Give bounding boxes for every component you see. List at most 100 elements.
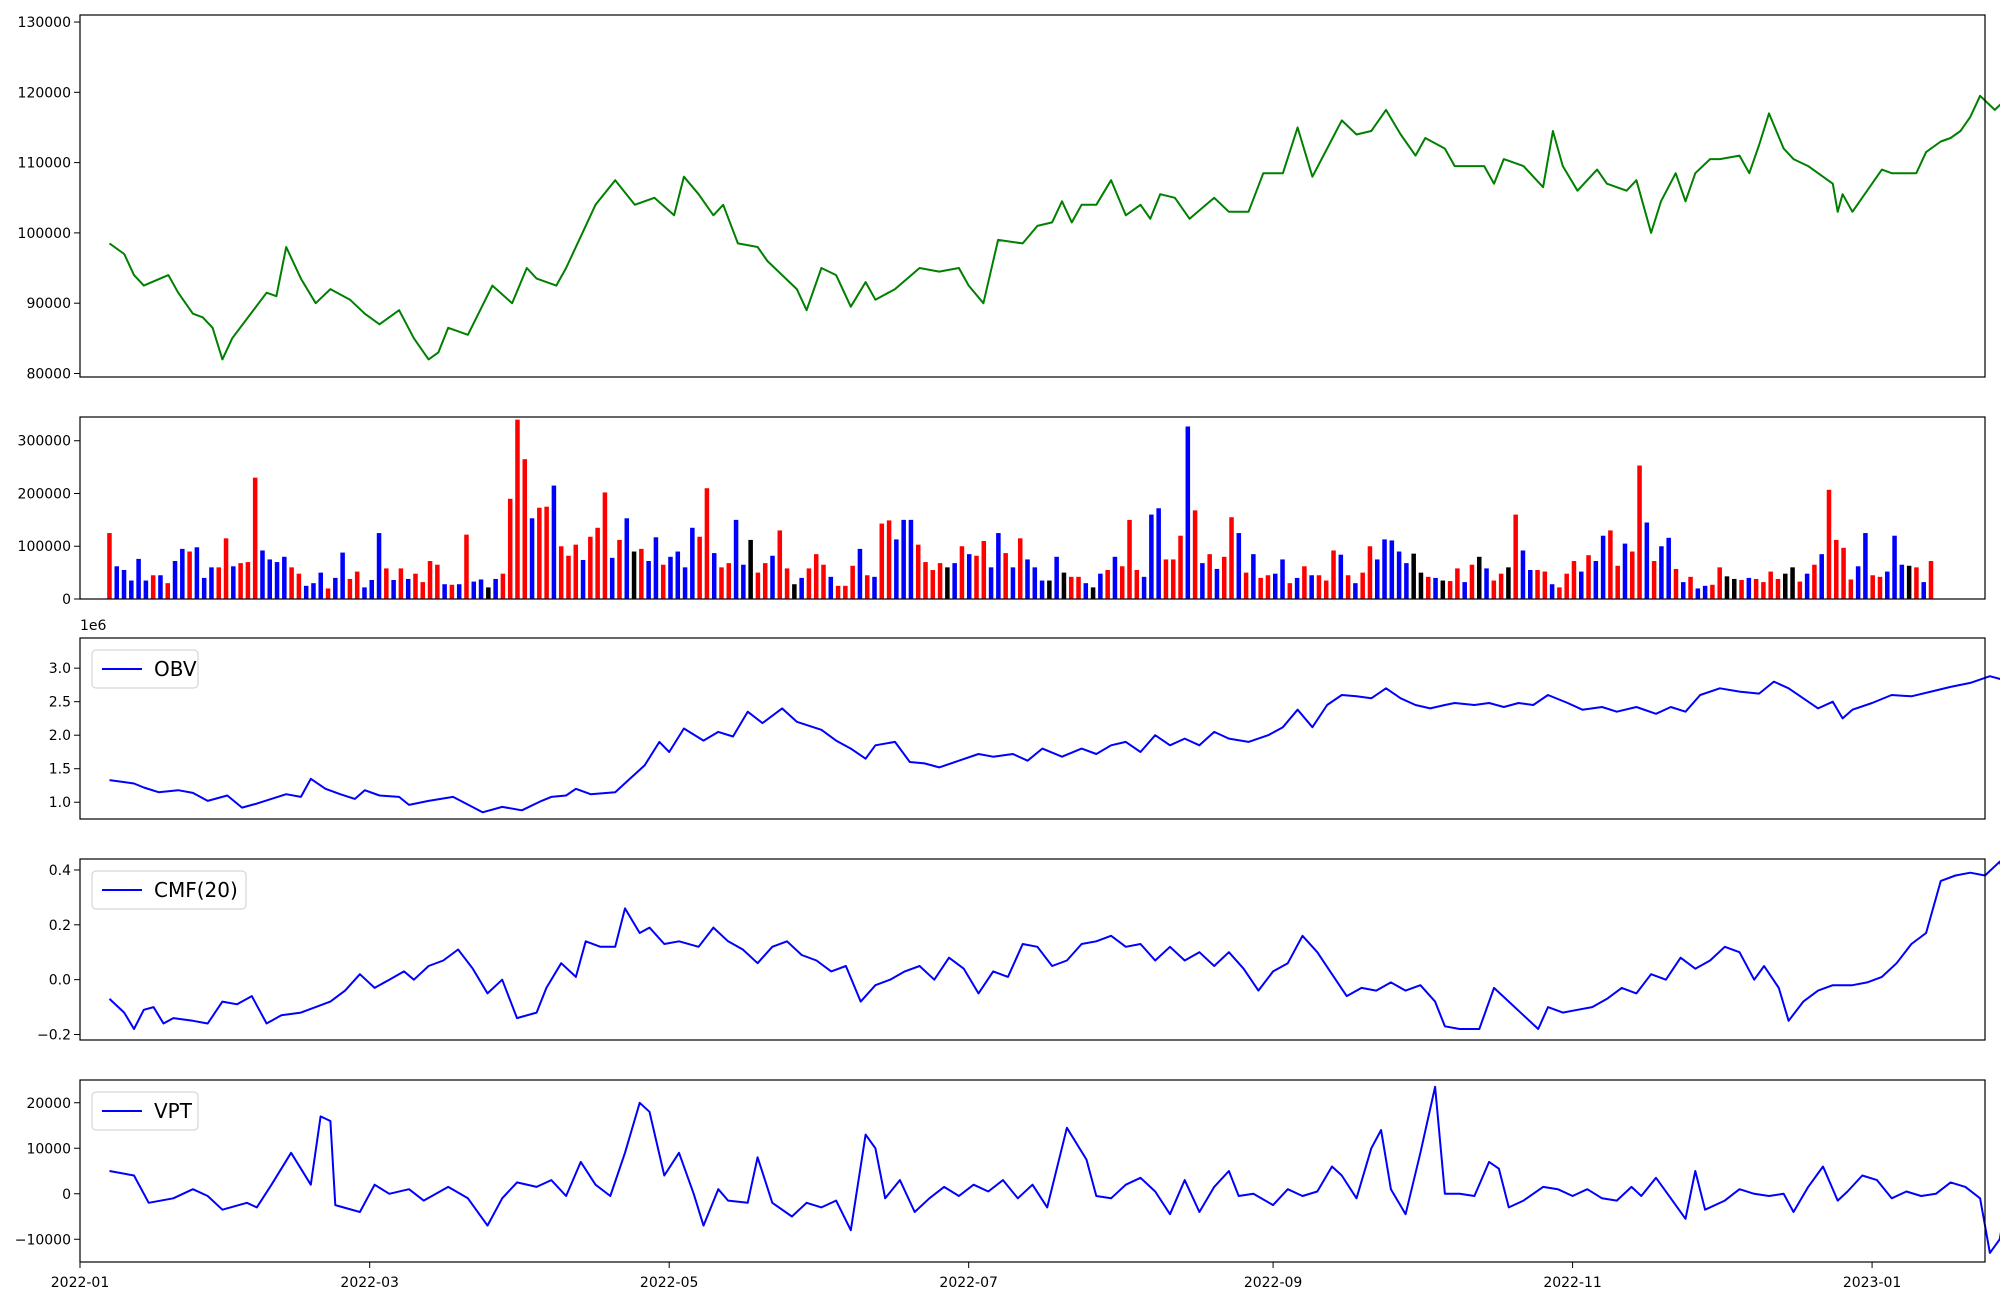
volume-bar [813,554,819,599]
volume-bar [551,485,557,599]
volume-bar [894,539,899,599]
price-ytick-label: 90000 [26,296,71,312]
volume-bar [1906,565,1912,599]
volume-bar [1528,569,1533,599]
volume-bar [150,575,156,599]
volume-bar [245,562,251,599]
cmf-ytick-label: −0.2 [37,1028,71,1044]
date-xtick-label: 2022-09 [1244,1275,1303,1291]
volume-bar [1637,465,1642,599]
volume-bar [478,579,484,599]
volume-bar [1899,564,1905,599]
volume-bar [1695,588,1701,599]
volume-bar [1863,533,1868,599]
volume-bar [1068,576,1074,599]
volume-bar [1258,577,1263,599]
vpt-axes-frame [79,1079,1986,1263]
obv-series-line [109,675,2000,814]
price-panel: 80000 90000 100000 110000 120000 130000 [18,14,2000,382]
volume-bar [566,555,571,599]
volume-bar [303,585,309,599]
volume-bar [1491,580,1497,599]
vpt-panel: −10000 0 10000 20000 VPT 2022-01 2022-03 2022-0… [15,1079,2000,1291]
volume-bar [1374,559,1380,599]
volume-bar [1163,559,1169,599]
cmf-legend-label: CMF(20) [154,878,238,902]
volume-bar [1797,581,1803,599]
volume-bar [886,520,892,599]
volume-bar [537,507,542,599]
volume-bar [1804,573,1810,599]
volume-bar [1236,533,1242,599]
volume-bar [1513,514,1518,599]
volume-bar [1855,566,1861,599]
volume-bar [1608,530,1613,599]
volume-bar [675,551,681,599]
volume-bar [821,564,826,599]
price-axes-frame [79,14,1986,378]
volume-bar [864,575,870,599]
volume-bar [784,568,790,599]
price-ytick-label: 80000 [26,366,71,382]
volume-bar [835,585,841,599]
volume-bar [1243,572,1249,599]
volume-bar [624,518,630,599]
obv-ytick-label: 1.5 [49,762,71,778]
volume-bar [1732,578,1737,599]
volume-bar [930,569,936,599]
volume-bar [1316,575,1322,599]
volume-bar [1447,581,1453,599]
volume-bar [1418,572,1424,599]
volume-bar [609,557,615,599]
volume-bar [1294,577,1300,599]
volume-bar [274,562,280,599]
obv-ytick-label: 3.0 [49,661,71,677]
volume-bar [682,567,688,599]
volume-bar [741,564,746,599]
date-xtick-label: 2022-11 [1543,1275,1602,1291]
volume-bar [121,569,127,599]
volume-bar [959,546,965,599]
volume-bar [1156,508,1161,599]
volume-bar [660,564,666,599]
volume-bar [872,576,877,599]
obv-ytick-label: 1.0 [49,795,71,811]
cmf-panel: −0.2 0.0 0.2 0.4 CMF(20) [37,858,2000,1044]
cmf-ytick-label: 0.2 [49,918,71,934]
volume-bar [449,584,455,599]
volume-bar [107,533,112,599]
volume-bar [908,519,914,599]
volume-bar [413,573,418,599]
volume-bar [201,577,207,599]
volume-bar [1630,551,1635,599]
volume-bar [588,536,593,599]
volume-ytick-label: 100000 [18,539,71,555]
volume-bar [879,523,885,599]
cmf-axes-frame [79,858,1986,1041]
volume-bar [136,558,141,599]
volume-bar [1112,556,1118,599]
volume-bar [187,551,192,599]
volume-bar [1848,579,1854,599]
volume-bar [777,530,783,599]
volume-bar [1141,576,1147,599]
volume-bar [1360,572,1365,599]
volume-bar [180,548,185,599]
volume-bar [697,536,702,599]
volume-bar [653,537,659,599]
volume-bar [1710,584,1715,599]
volume-bar [158,575,163,599]
volume-bar [1600,535,1606,599]
volume-bar [1221,556,1227,599]
volume-bar [981,540,987,599]
volume-bar [165,583,171,599]
volume-bar [1476,556,1482,599]
date-xtick-label: 2022-03 [340,1275,399,1291]
volume-bar [1724,576,1730,599]
volume-bar [354,571,360,599]
volume-bar [1411,553,1416,599]
volume-bar [1076,576,1081,599]
volume-bar [1681,582,1686,599]
price-ytick-label: 120000 [18,85,71,101]
